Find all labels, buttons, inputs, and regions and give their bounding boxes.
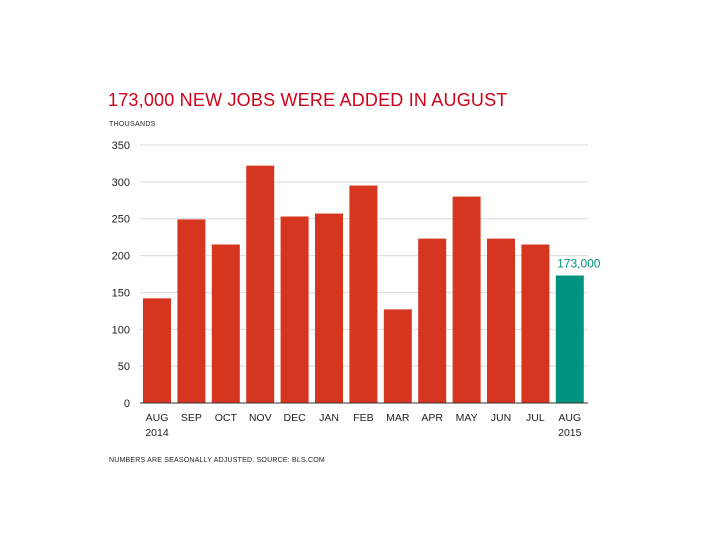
bar (487, 238, 515, 403)
x-tick-label: OCT (215, 412, 238, 424)
y-tick-label: 200 (112, 251, 130, 263)
x-tick-label: JUL (526, 412, 545, 424)
data-label-annotation: 173,000 (557, 256, 601, 270)
bar (315, 213, 343, 403)
bar (383, 309, 412, 403)
y-tick-label: 300 (112, 177, 130, 189)
x-tick-label: APR (421, 412, 443, 424)
x-tick-label: MAR (386, 412, 410, 424)
bar (211, 244, 240, 403)
bar (280, 216, 309, 403)
source-footnote: NUMBERS ARE SEASONALLY ADJUSTED. SOURCE:… (109, 457, 325, 464)
y-tick-label: 150 (112, 287, 130, 299)
x-tick-year-label: 2014 (145, 427, 169, 439)
y-tick-label: 100 (112, 324, 130, 336)
bar (143, 298, 171, 403)
bar (246, 165, 275, 403)
x-tick-label: JAN (319, 412, 339, 424)
x-tick-label: SEP (181, 412, 202, 424)
x-tick-label: DEC (284, 412, 307, 424)
x-tick-label: AUG (146, 412, 169, 424)
bar (177, 219, 206, 403)
y-tick-label: 250 (112, 214, 130, 226)
x-tick-label: JUN (491, 412, 511, 424)
bar (418, 238, 447, 403)
x-tick-label: MAY (456, 412, 478, 424)
y-tick-label: 350 (112, 140, 130, 152)
bar-highlight (555, 275, 584, 403)
bar (521, 244, 550, 403)
y-tick-label: 50 (118, 361, 130, 373)
units-label: THOUSANDS (109, 121, 156, 128)
y-tick-label: 0 (124, 398, 130, 410)
chart-title: 173,000 NEW JOBS WERE ADDED IN AUGUST (108, 90, 508, 110)
x-tick-label: FEB (353, 412, 373, 424)
x-tick-year-label: 2015 (558, 427, 582, 439)
bar (452, 196, 481, 403)
bar (349, 185, 378, 403)
x-tick-label: NOV (249, 412, 272, 424)
x-tick-label: AUG (558, 412, 581, 424)
